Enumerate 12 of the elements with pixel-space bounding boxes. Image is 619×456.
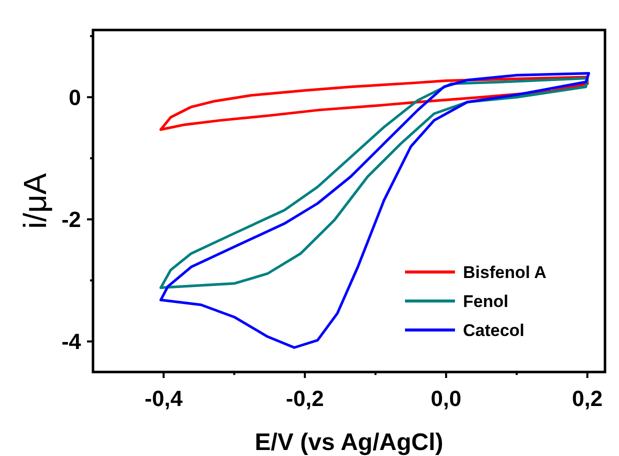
x-tick-label: 0,2 — [572, 386, 603, 411]
y-tick-label: 0 — [68, 84, 81, 110]
x-tick-label: -0,4 — [144, 386, 184, 411]
legend-label: Bisfenol A — [463, 262, 546, 282]
y-tick-label: -2 — [61, 207, 81, 232]
y-tick-label: -4 — [61, 329, 82, 354]
legend-label: Catecol — [463, 320, 524, 340]
x-tick-label: -0,2 — [286, 386, 324, 411]
x-axis-title: E/V (vs Ag/AgCl) — [254, 429, 444, 456]
y-axis-title: i/μA — [17, 172, 53, 229]
legend-label: Fenol — [463, 292, 508, 311]
x-tick-label: 0,0 — [430, 386, 462, 411]
